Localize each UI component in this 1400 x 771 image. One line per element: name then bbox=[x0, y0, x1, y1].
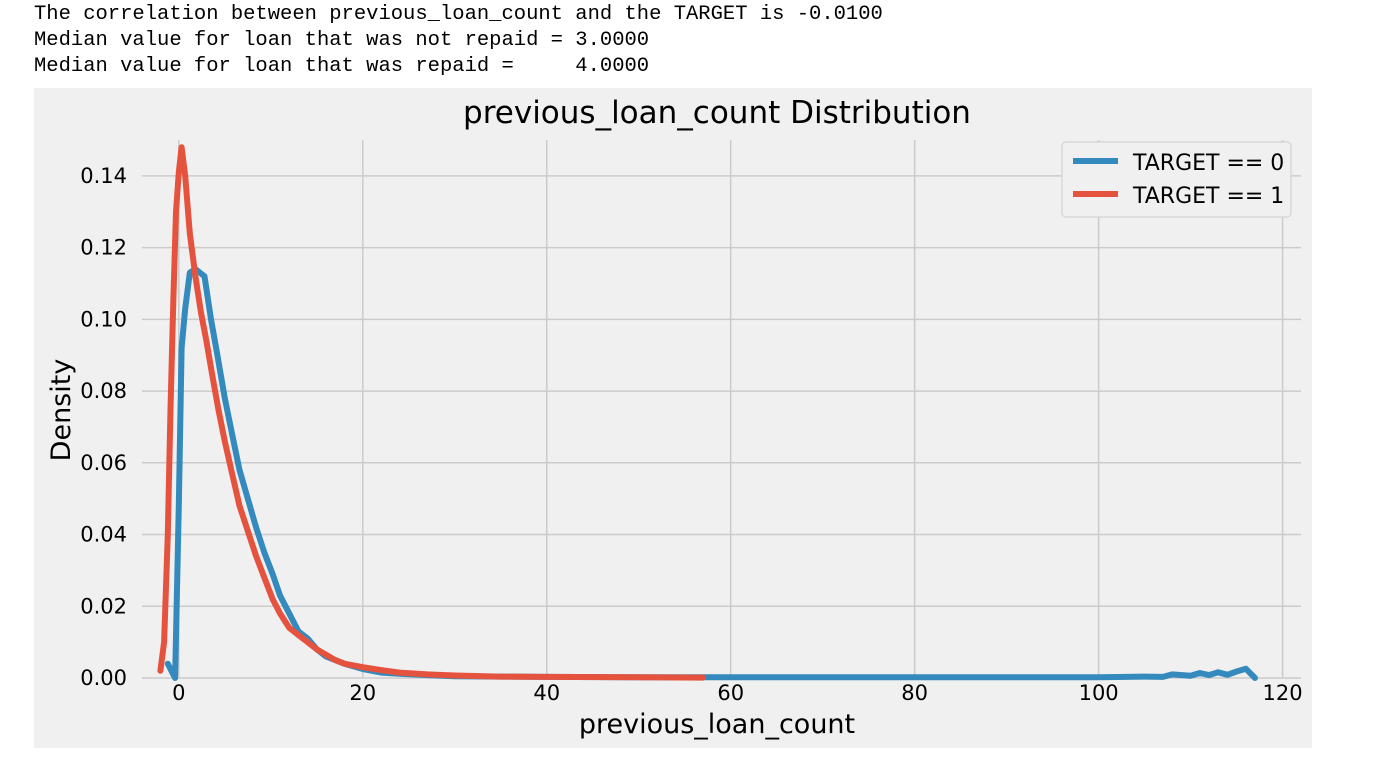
x-axis-label: previous_loan_count bbox=[579, 709, 855, 740]
series-lines bbox=[157, 144, 1258, 681]
console-line-median-repaid: Median value for loan that was repaid = … bbox=[34, 55, 650, 78]
x-tick-label: 120 bbox=[1263, 681, 1303, 705]
series-line-target-1 bbox=[157, 144, 707, 681]
x-tick-label: 20 bbox=[349, 681, 376, 705]
legend-label-target-1: TARGET == 1 bbox=[1132, 184, 1284, 209]
x-tick-label: 40 bbox=[533, 681, 560, 705]
y-tick-label: 0.00 bbox=[80, 666, 127, 690]
x-tick-label: 60 bbox=[717, 681, 744, 705]
legend: TARGET == 0 TARGET == 1 bbox=[1061, 141, 1292, 218]
legend-frame bbox=[1061, 141, 1292, 218]
y-tick-label: 0.10 bbox=[80, 307, 127, 331]
x-tick-label: 100 bbox=[1079, 681, 1119, 705]
console-line-correlation: The correlation between previous_loan_co… bbox=[34, 3, 883, 26]
y-tick-label: 0.08 bbox=[80, 379, 127, 403]
y-tick-label: 0.06 bbox=[80, 451, 127, 475]
console-output: The correlation between previous_loan_co… bbox=[34, 2, 883, 80]
x-tick-label: 80 bbox=[901, 681, 928, 705]
y-tick-label: 0.14 bbox=[80, 164, 127, 188]
chart-title: previous_loan_count Distribution bbox=[463, 95, 971, 131]
console-line-median-not-repaid: Median value for loan that was not repai… bbox=[34, 29, 650, 52]
x-tick-label: 0 bbox=[172, 681, 185, 705]
legend-label-target-0: TARGET == 0 bbox=[1132, 151, 1284, 176]
y-axis-label: Density bbox=[46, 359, 77, 462]
y-tick-label: 0.02 bbox=[80, 594, 127, 618]
tick-labels: 0 20 40 60 80 100 120 0.00 0.02 0.04 0.06 0.08 0.10 0… bbox=[80, 164, 1302, 705]
y-tick-label: 0.04 bbox=[80, 523, 127, 547]
y-tick-label: 0.12 bbox=[80, 236, 127, 260]
